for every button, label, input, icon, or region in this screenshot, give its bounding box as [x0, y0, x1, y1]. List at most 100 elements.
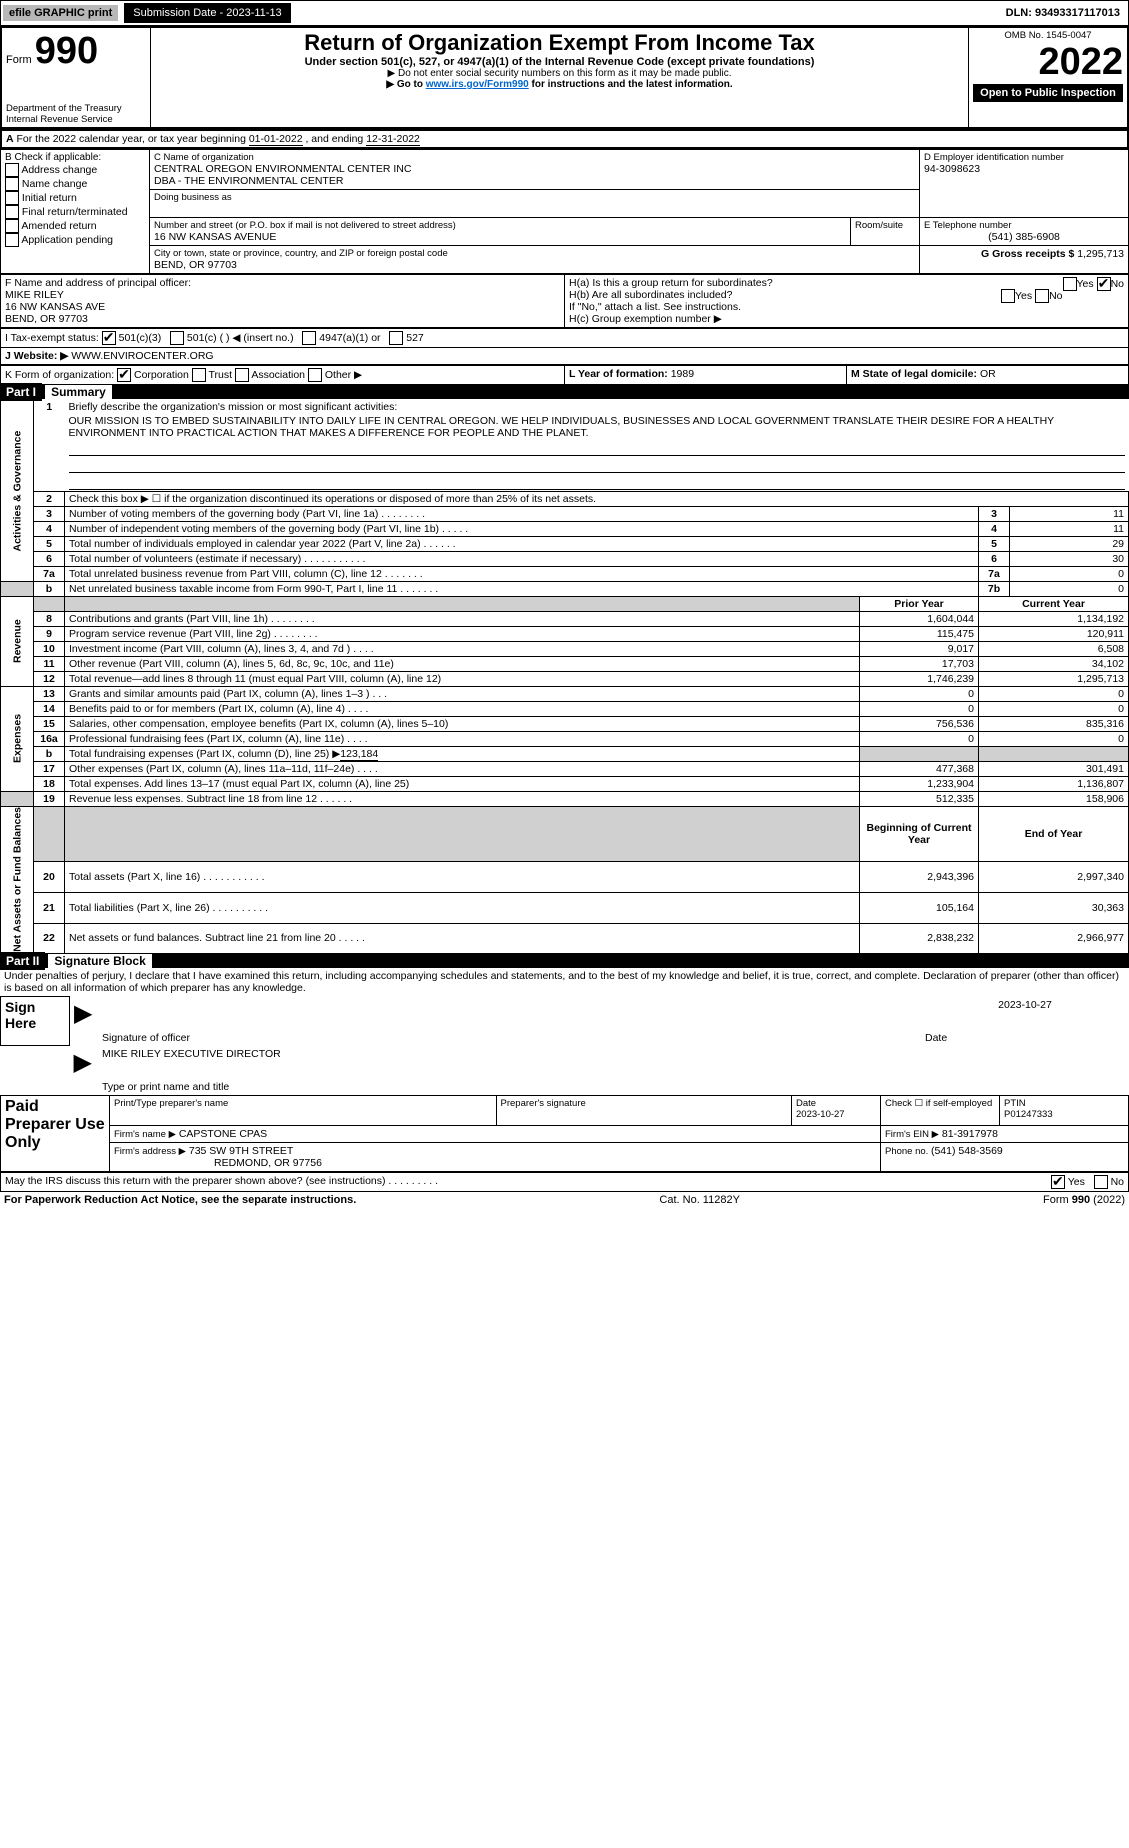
checkbox-may-no[interactable] — [1094, 1175, 1108, 1189]
part1-table: Activities & Governance 1 Briefly descri… — [0, 399, 1129, 954]
firm-phone: (541) 548-3569 — [931, 1145, 1003, 1157]
part1-header-row: Part I Summary — [0, 385, 1129, 399]
opt-corp: Corporation — [134, 369, 189, 381]
checkbox-name-change[interactable] — [5, 177, 19, 191]
p19: 512,335 — [860, 791, 979, 806]
form-header: Form 990 Department of the Treasury Inte… — [0, 26, 1129, 129]
opt-app-pending: Application pending — [21, 234, 113, 246]
v5: 29 — [1010, 536, 1129, 551]
vert-exp: Expenses — [1, 686, 34, 791]
c11: 34,102 — [979, 656, 1129, 671]
checkbox-other[interactable] — [308, 368, 322, 382]
opt-other: Other ▶ — [325, 369, 362, 381]
city-label: City or town, state or province, country… — [154, 248, 915, 259]
checkbox-ha-yes[interactable] — [1063, 277, 1077, 291]
box-i-label: I Tax-exempt status: — [5, 332, 99, 344]
checkbox-address-change[interactable] — [5, 163, 19, 177]
checkbox-trust[interactable] — [192, 368, 206, 382]
c20: 2,997,340 — [979, 861, 1129, 892]
line-a-prefix: A — [6, 133, 14, 145]
l11-text: Other revenue (Part VIII, column (A), li… — [65, 656, 860, 671]
street-value: 16 NW KANSAS AVENUE — [154, 231, 846, 243]
l22-text: Net assets or fund balances. Subtract li… — [65, 923, 860, 954]
form-subtitle-2: ▶ Do not enter social security numbers o… — [155, 68, 964, 79]
l16a-text: Professional fundraising fees (Part IX, … — [65, 731, 860, 746]
checkbox-4947[interactable] — [302, 331, 316, 345]
l4-text: Number of independent voting members of … — [65, 521, 979, 536]
l7a-text: Total unrelated business revenue from Pa… — [65, 566, 979, 581]
p15: 756,536 — [860, 716, 979, 731]
v3: 11 — [1010, 506, 1129, 521]
p22: 2,838,232 — [860, 923, 979, 954]
city-value: BEND, OR 97703 — [154, 259, 915, 271]
part1-label: Part I — [0, 383, 42, 401]
box-b-label: B Check if applicable: — [5, 152, 145, 163]
checkbox-ha-no[interactable] — [1097, 277, 1111, 291]
state-domicile: OR — [980, 368, 996, 380]
ha-yes: Yes — [1077, 278, 1094, 290]
checkbox-527[interactable] — [389, 331, 403, 345]
checkbox-hb-yes[interactable] — [1001, 289, 1015, 303]
goto-suffix: for instructions and the latest informat… — [532, 79, 733, 90]
ha-label: H(a) Is this a group return for subordin… — [569, 277, 773, 289]
checkbox-final-return[interactable] — [5, 205, 19, 219]
officer-addr1: 16 NW KANSAS AVE — [5, 301, 560, 313]
end-year-head: End of Year — [979, 806, 1129, 861]
checkbox-501c3[interactable] — [102, 331, 116, 345]
l14-text: Benefits paid to or for members (Part IX… — [65, 701, 860, 716]
l10-text: Investment income (Part VIII, column (A)… — [65, 641, 860, 656]
footer: For Paperwork Reduction Act Notice, see … — [0, 1192, 1129, 1208]
l21-text: Total liabilities (Part X, line 26) . . … — [65, 892, 860, 923]
sign-here-table: Sign Here ▶ 2023-10-27 Signature of offi… — [0, 996, 1129, 1095]
firm-ein-label: Firm's EIN ▶ — [885, 1129, 939, 1140]
box-j-label: J Website: ▶ — [5, 350, 71, 362]
l15-text: Salaries, other compensation, employee b… — [65, 716, 860, 731]
checkbox-app-pending[interactable] — [5, 233, 19, 247]
firm-ein: 81-3917978 — [942, 1128, 998, 1140]
checkbox-amended[interactable] — [5, 219, 19, 233]
c16a: 0 — [979, 731, 1129, 746]
checkbox-corp[interactable] — [117, 368, 131, 382]
irs-form990-link[interactable]: www.irs.gov/Form990 — [426, 79, 529, 90]
l16b-pre: Total fundraising expenses (Part IX, col… — [69, 748, 340, 760]
hb-no: No — [1049, 290, 1062, 302]
v6: 30 — [1010, 551, 1129, 566]
form-subtitle-1: Under section 501(c), 527, or 4947(a)(1)… — [155, 56, 964, 68]
footer-left: For Paperwork Reduction Act Notice, see … — [4, 1194, 356, 1206]
opt-address-change: Address change — [21, 164, 97, 176]
vert-ag: Activities & Governance — [1, 400, 34, 582]
p10: 9,017 — [860, 641, 979, 656]
pt-date-label: Date — [796, 1098, 876, 1109]
hb-label: H(b) Are all subordinates included? — [569, 289, 732, 301]
c8: 1,134,192 — [979, 611, 1129, 626]
box-l-label: L Year of formation: — [569, 368, 671, 380]
box-k-label: K Form of organization: — [5, 369, 114, 381]
checkbox-assoc[interactable] — [235, 368, 249, 382]
checkbox-may-yes[interactable] — [1051, 1175, 1065, 1189]
paid-preparer-label: Paid Preparer Use Only — [1, 1095, 110, 1171]
org-name-1: CENTRAL OREGON ENVIRONMENTAL CENTER INC — [154, 163, 915, 175]
box-d-label: D Employer identification number — [924, 152, 1124, 163]
officer-print-name: MIKE RILEY EXECUTIVE DIRECTOR — [98, 1046, 1129, 1079]
footer-mid: Cat. No. 11282Y — [659, 1194, 740, 1206]
checkbox-initial-return[interactable] — [5, 191, 19, 205]
opt-501c3: 501(c)(3) — [119, 332, 162, 344]
omb-number: OMB No. 1545-0047 — [973, 30, 1123, 41]
opt-amended: Amended return — [21, 220, 96, 232]
checkbox-hb-no[interactable] — [1035, 289, 1049, 303]
may-yes: Yes — [1068, 1176, 1085, 1188]
line-a: A For the 2022 calendar year, or tax yea… — [0, 129, 1129, 149]
website-value: WWW.ENVIROCENTER.ORG — [71, 350, 213, 362]
p9: 115,475 — [860, 626, 979, 641]
firm-name: CAPSTONE CPAS — [179, 1128, 267, 1140]
pt-ptin-value: P01247333 — [1004, 1109, 1124, 1120]
checkbox-501c[interactable] — [170, 331, 184, 345]
l12-text: Total revenue—add lines 8 through 11 (mu… — [65, 671, 860, 686]
c18: 1,136,807 — [979, 776, 1129, 791]
p13: 0 — [860, 686, 979, 701]
efile-label: efile GRAPHIC print — [3, 5, 118, 21]
vert-net: Net Assets or Fund Balances — [1, 806, 34, 954]
sig-date: 2023-10-27 — [921, 997, 1129, 1030]
ein-value: 94-3098623 — [924, 163, 1124, 175]
officer-addr2: BEND, OR 97703 — [5, 313, 560, 325]
